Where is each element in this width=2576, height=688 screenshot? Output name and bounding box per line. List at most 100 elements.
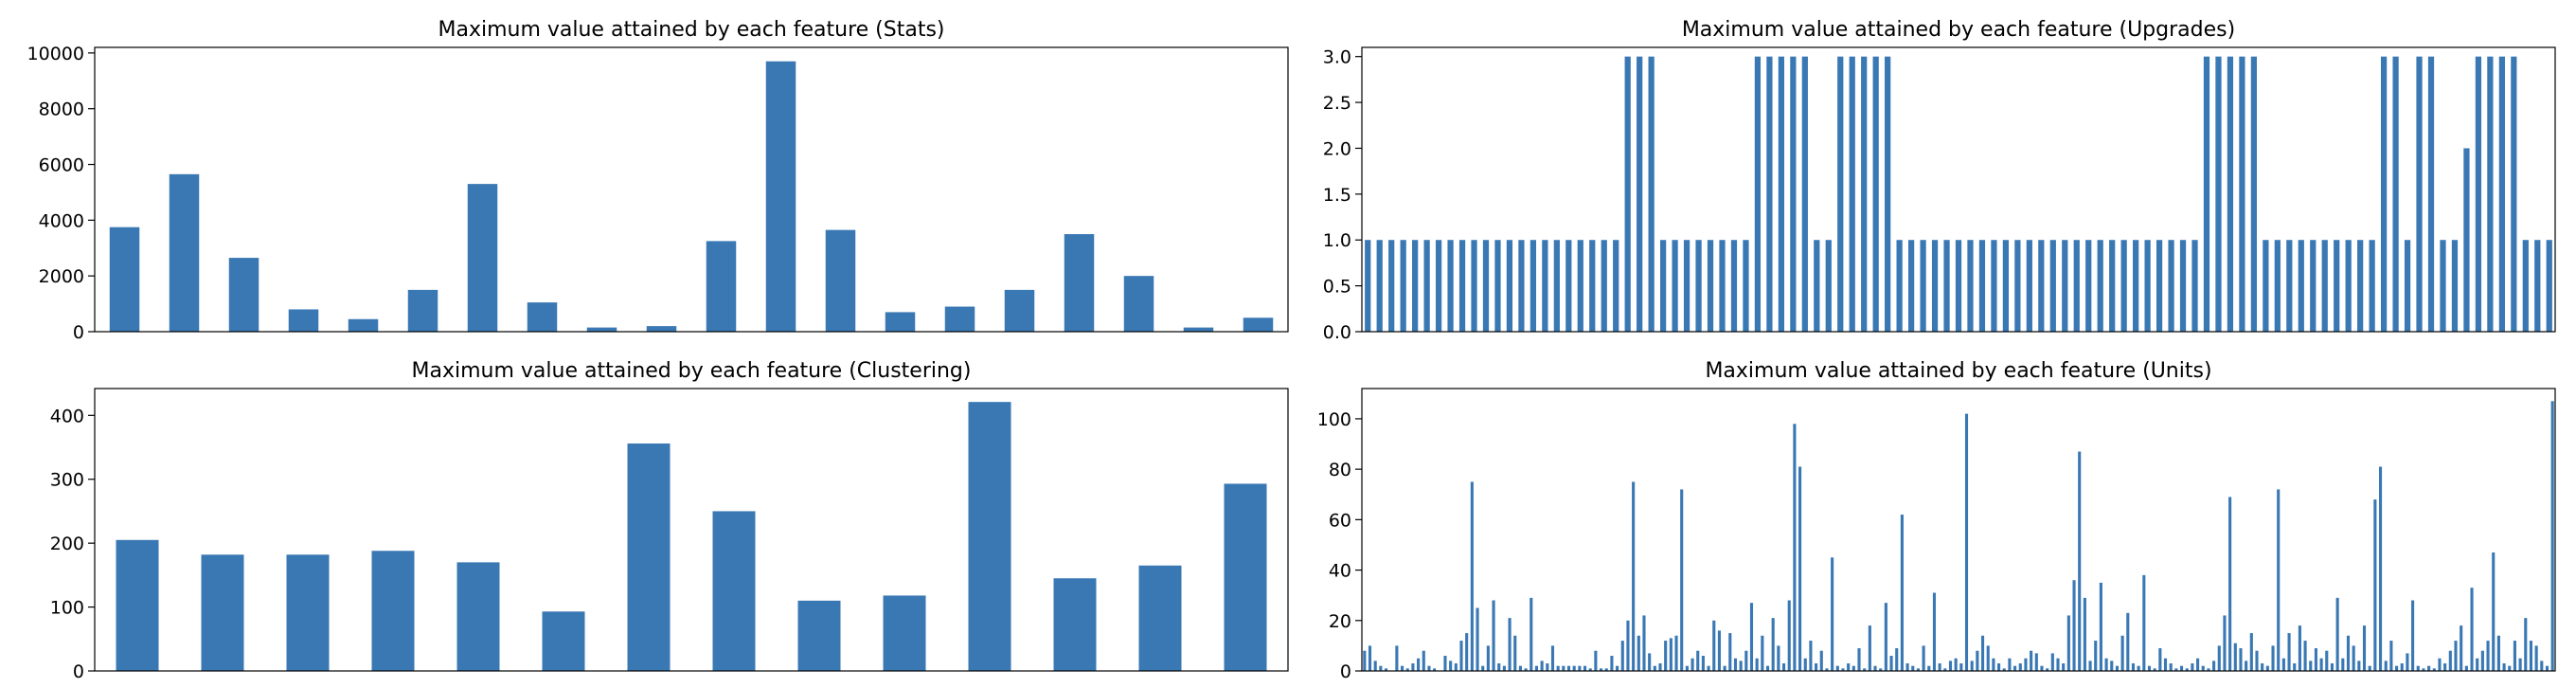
bar xyxy=(1449,661,1453,671)
bar xyxy=(2245,661,2248,671)
bar xyxy=(2281,658,2285,671)
bar xyxy=(2239,56,2245,333)
bar xyxy=(2185,668,2189,671)
y-tick-label: 100 xyxy=(50,598,84,619)
bar xyxy=(2427,665,2431,671)
bar xyxy=(2487,56,2494,333)
bar xyxy=(2163,658,2168,671)
bar xyxy=(1427,665,1431,671)
y-tick-label: 0 xyxy=(1340,661,1351,682)
bar xyxy=(2255,650,2259,671)
bar xyxy=(2013,665,2017,671)
y-tick-label: 0.5 xyxy=(1323,277,1351,298)
bar xyxy=(944,306,975,332)
bar xyxy=(2147,665,2152,671)
bar xyxy=(1417,658,1421,671)
bar xyxy=(2545,665,2549,671)
bar xyxy=(1470,481,1474,671)
bar xyxy=(1967,240,1974,332)
bar xyxy=(2380,56,2388,333)
y-tick-label: 2.0 xyxy=(1323,138,1351,159)
bar xyxy=(2310,240,2317,332)
bar xyxy=(1669,638,1673,671)
bar xyxy=(1459,641,1463,671)
bar xyxy=(1986,645,1990,671)
bar xyxy=(2287,633,2291,671)
bar xyxy=(1825,240,1832,332)
bar xyxy=(1701,656,1705,671)
bar xyxy=(1435,240,1442,332)
y-tick-label: 100 xyxy=(1317,409,1351,430)
bar xyxy=(1696,650,1700,671)
bar xyxy=(627,443,671,671)
y-tick-label: 8000 xyxy=(39,100,84,120)
bar xyxy=(1540,661,1544,671)
axes-frame xyxy=(1361,46,2556,333)
bar xyxy=(1476,607,1479,671)
bar xyxy=(1872,56,1879,333)
bar xyxy=(1905,663,1909,671)
bar xyxy=(2404,240,2411,332)
chart-title: Maximum value attained by each feature (… xyxy=(412,359,972,383)
bar xyxy=(2131,663,2136,671)
bar xyxy=(1064,234,1095,332)
bar xyxy=(2261,663,2264,671)
bar xyxy=(2378,466,2383,671)
bar xyxy=(2002,668,2006,671)
bar xyxy=(1471,240,1477,332)
bar xyxy=(2492,552,2496,671)
bar xyxy=(1943,668,1947,671)
bar xyxy=(2066,615,2070,671)
bar xyxy=(1600,668,1603,671)
bar xyxy=(1976,650,1979,671)
bar xyxy=(1400,240,1406,332)
bar xyxy=(1492,600,1495,671)
bar xyxy=(2416,56,2423,333)
bar xyxy=(2373,499,2377,671)
bar xyxy=(1486,645,1490,671)
bar xyxy=(2227,56,2234,333)
bar xyxy=(1674,635,1678,671)
bar xyxy=(1712,620,1716,671)
bar xyxy=(1379,665,1383,671)
bar xyxy=(1852,665,1855,671)
bar xyxy=(1566,665,1571,671)
bar xyxy=(2115,665,2119,671)
bar xyxy=(1690,658,1694,671)
bar xyxy=(1508,618,1512,672)
bar xyxy=(1637,56,1643,333)
bar xyxy=(1831,557,1834,671)
bar xyxy=(2508,665,2512,671)
y-tick-label: 3.0 xyxy=(1323,47,1351,68)
bar xyxy=(2062,240,2068,332)
bar xyxy=(1546,663,1549,671)
bar xyxy=(1443,656,1447,671)
y-tick-label: 20 xyxy=(1329,611,1351,632)
bar xyxy=(2454,641,2458,671)
bar xyxy=(2400,663,2404,671)
bar xyxy=(712,511,756,671)
bar xyxy=(1373,661,1377,671)
bar xyxy=(1900,515,1904,671)
bar xyxy=(1955,240,1962,332)
y-tick-label: 400 xyxy=(50,406,84,426)
bar xyxy=(2049,240,2056,332)
bar xyxy=(1685,665,1689,671)
bar xyxy=(1970,661,1974,671)
y-tick-label: 0 xyxy=(73,322,84,343)
bar xyxy=(1395,645,1399,671)
bar xyxy=(1660,240,1667,332)
bar xyxy=(2522,240,2529,332)
bar xyxy=(2056,658,2060,671)
bar xyxy=(2008,658,2012,671)
bar xyxy=(2168,240,2174,332)
bar xyxy=(109,226,140,332)
bar xyxy=(2464,665,2468,671)
y-tick-label: 2000 xyxy=(39,266,84,287)
bar xyxy=(1991,240,1997,332)
bar xyxy=(2411,600,2415,671)
bar xyxy=(2174,668,2178,671)
bar xyxy=(2314,648,2317,671)
bar xyxy=(2369,240,2375,332)
bar xyxy=(1695,240,1702,332)
